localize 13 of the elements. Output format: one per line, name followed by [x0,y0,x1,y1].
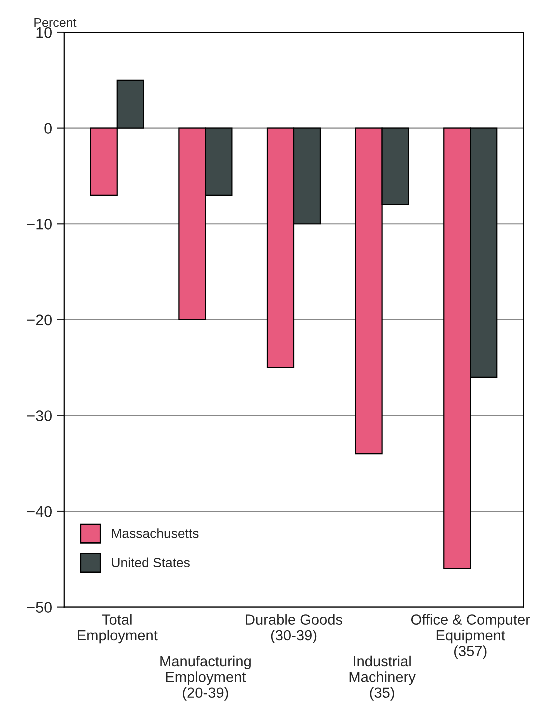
legend-label: United States [112,558,190,568]
y-tick-label: 10 [36,27,52,38]
x-tick-label: Manufacturing Employment (20-39) [160,656,251,701]
x-tick-label: Durable Goods (30-39) [246,614,343,644]
legend-label: Massachusetts [112,528,199,538]
x-tick-label: Total Employment [78,614,158,644]
y-tick-label: −40 [27,506,52,518]
y-tick-label: −20 [27,314,52,326]
y-tick-label: −50 [27,602,52,614]
y-tick-label: 0 [44,123,52,134]
y-tick-label: −10 [27,219,52,230]
y-axis-title: Percent [34,18,77,28]
y-tick-label: −30 [27,410,52,422]
